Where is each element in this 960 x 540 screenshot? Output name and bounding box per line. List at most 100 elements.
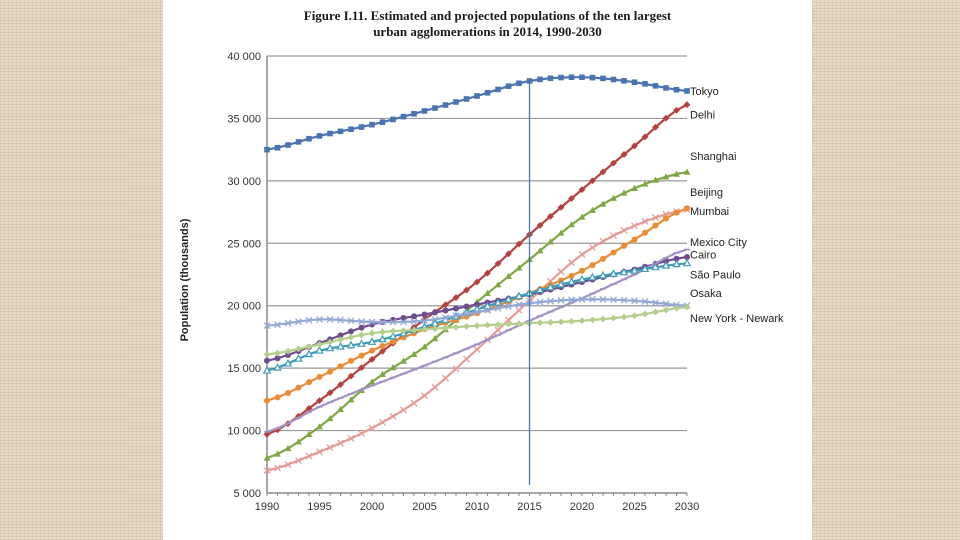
data-point xyxy=(347,333,355,341)
data-point xyxy=(263,322,271,330)
data-point xyxy=(515,240,523,248)
x-tick-label: 1990 xyxy=(255,501,279,513)
data-point xyxy=(631,297,638,305)
data-point xyxy=(515,264,523,271)
data-point xyxy=(578,317,586,325)
data-point xyxy=(262,365,272,374)
y-tick-label: 10 000 xyxy=(227,426,261,438)
data-point xyxy=(410,399,418,407)
data-point xyxy=(463,303,470,310)
data-point xyxy=(473,322,481,330)
data-point xyxy=(631,79,638,86)
data-point xyxy=(389,327,397,335)
data-point xyxy=(421,317,428,325)
data-point xyxy=(663,85,669,91)
data-point xyxy=(452,294,460,301)
data-point xyxy=(579,267,585,274)
data-point xyxy=(326,389,334,397)
data-point xyxy=(514,291,524,300)
data-point xyxy=(358,324,365,331)
data-point xyxy=(316,397,323,405)
data-point xyxy=(284,461,292,469)
data-point xyxy=(610,249,617,256)
y-tick-labels: 5 000 10 000 15 000 20 000 25 000 30 000 35 00… xyxy=(227,51,261,500)
data-point xyxy=(336,342,345,350)
data-point xyxy=(652,299,659,307)
data-point xyxy=(599,168,607,176)
data-point xyxy=(390,338,396,345)
data-point xyxy=(642,229,648,236)
data-point xyxy=(346,340,356,349)
data-point xyxy=(442,324,449,332)
data-point xyxy=(651,262,660,271)
data-point xyxy=(274,349,281,357)
data-point xyxy=(337,381,344,389)
data-point xyxy=(264,146,270,153)
data-point xyxy=(620,189,628,196)
data-point xyxy=(316,373,323,380)
data-point xyxy=(483,301,492,310)
data-point xyxy=(305,316,313,324)
y-axis-label: Population (thousands) xyxy=(179,218,191,341)
data-point xyxy=(379,370,386,378)
data-point xyxy=(610,194,617,201)
data-point xyxy=(684,88,690,94)
data-point xyxy=(589,206,596,213)
data-point xyxy=(600,75,606,82)
x-tick-label: 2005 xyxy=(412,501,436,513)
x-tick-label: 2025 xyxy=(622,501,646,513)
data-point xyxy=(263,467,271,474)
data-point xyxy=(484,306,491,314)
data-point xyxy=(274,464,281,472)
data-point xyxy=(641,180,649,187)
data-point xyxy=(683,101,691,109)
data-point xyxy=(442,314,449,322)
data-point xyxy=(568,221,575,228)
data-point xyxy=(662,173,670,180)
end-label-tokyo: Tokyo xyxy=(690,86,719,98)
data-point xyxy=(504,294,513,303)
data-point xyxy=(274,426,281,434)
data-point xyxy=(306,135,312,142)
series-end-labels: Tokyo Delhi Shanghai Beijing Mumbai Mexico Ci… xyxy=(690,86,784,325)
data-point xyxy=(495,86,501,93)
data-point xyxy=(631,142,638,150)
data-point xyxy=(547,318,554,326)
data-point xyxy=(264,357,270,364)
data-point xyxy=(578,186,586,193)
data-point xyxy=(673,304,680,312)
data-point xyxy=(505,250,512,258)
data-point xyxy=(652,214,659,222)
data-point xyxy=(620,151,628,158)
data-point xyxy=(295,345,302,353)
data-point xyxy=(631,236,638,243)
data-point xyxy=(640,264,650,273)
data-point xyxy=(400,357,407,364)
data-point xyxy=(662,306,670,314)
data-point xyxy=(305,404,313,412)
data-point xyxy=(337,332,344,339)
x-tick-label: 2010 xyxy=(465,501,489,513)
data-point xyxy=(295,139,302,145)
data-point xyxy=(568,317,575,325)
data-point xyxy=(410,326,418,334)
data-point xyxy=(274,355,281,362)
data-point xyxy=(631,222,638,230)
data-point xyxy=(673,86,680,93)
data-point xyxy=(327,368,333,375)
data-point xyxy=(557,203,565,211)
data-point xyxy=(473,345,481,353)
data-point xyxy=(537,76,543,83)
data-point xyxy=(284,347,292,355)
data-point xyxy=(431,383,439,391)
data-point xyxy=(493,298,503,306)
data-point xyxy=(610,232,617,240)
data-point xyxy=(556,279,566,288)
data-point xyxy=(599,237,607,245)
data-point xyxy=(588,272,597,281)
data-point xyxy=(484,289,491,296)
data-point xyxy=(285,351,291,358)
data-point xyxy=(536,319,544,327)
data-point xyxy=(389,412,397,420)
data-point xyxy=(337,405,344,412)
